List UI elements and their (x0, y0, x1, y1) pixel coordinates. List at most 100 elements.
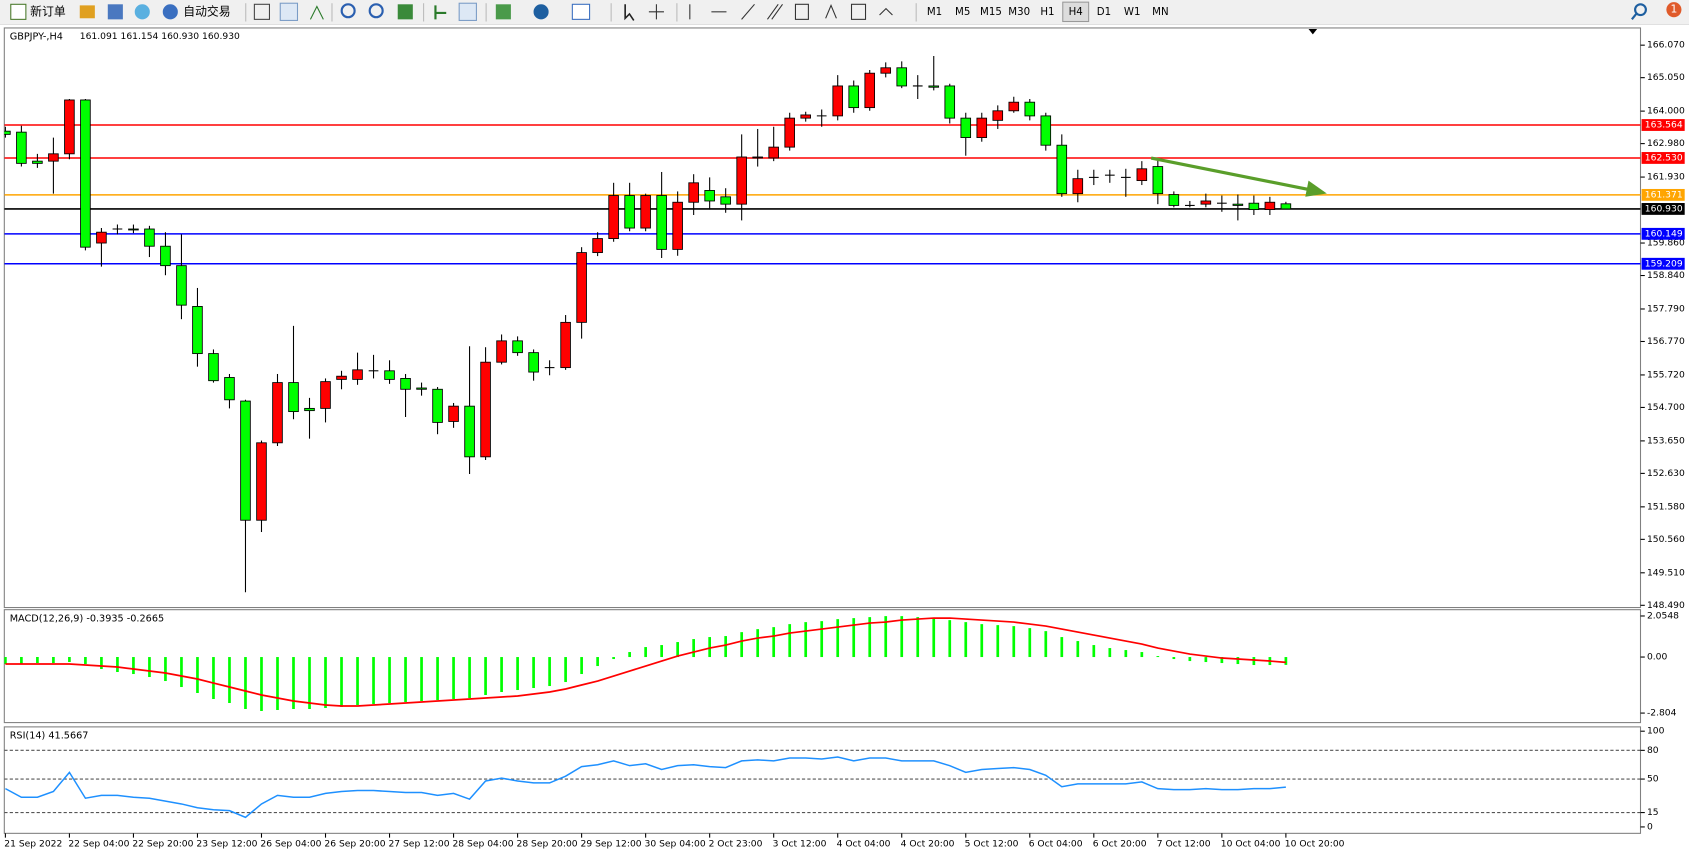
tool-icon[interactable] (279, 2, 299, 21)
timeframe-button[interactable]: H1 (1040, 7, 1054, 18)
new-order-button[interactable]: 新订单 (10, 3, 66, 20)
zoom-in[interactable] (340, 3, 356, 19)
candle-body (432, 388, 443, 423)
candle-body (32, 160, 43, 164)
timeframe-button[interactable]: M30 (1008, 7, 1030, 18)
candle-body (880, 67, 892, 74)
crosshair-tool[interactable] (648, 4, 664, 20)
y-tick-label: 0 (1647, 822, 1653, 832)
chart-candlestick (4, 55, 1641, 593)
x-tick-label: 6 Oct 04:00 (1029, 840, 1083, 850)
rsi-line (5, 756, 1286, 819)
timeframe-button[interactable]: M15 (980, 7, 1002, 18)
chart-macd (4, 616, 1288, 711)
price-level-label: 162.530 (1645, 153, 1683, 163)
x-tick-label: 3 Oct 12:00 (773, 840, 827, 850)
tool-icon[interactable] (533, 4, 549, 20)
channel-tool[interactable] (766, 3, 783, 20)
price-level-box (1641, 188, 1685, 201)
tool-icon[interactable] (434, 5, 447, 20)
fibo-tool[interactable] (794, 3, 809, 20)
candle-body (832, 85, 843, 117)
x-tick-label: 29 Sep 12:00 (581, 840, 642, 850)
new-order-label: 新订单 (30, 4, 66, 18)
timeframe-button[interactable]: W1 (1124, 7, 1141, 18)
candle-body (4, 130, 11, 135)
y-tick-label: 157.790 (1647, 304, 1685, 314)
panel-title: MACD(12,26,9) -0.3935 -0.2665 (10, 613, 164, 624)
candle-body (768, 146, 779, 159)
timeframe-button[interactable]: H4 (1069, 7, 1083, 18)
timeframe-button[interactable]: MN (1152, 7, 1168, 18)
new-order-icon (10, 3, 27, 20)
text-tool[interactable] (825, 3, 837, 19)
candle-body (992, 110, 1004, 121)
candle-body (256, 442, 267, 521)
candle-body (560, 321, 571, 369)
tool-icon[interactable] (571, 3, 591, 20)
x-tick-label: 28 Sep 04:00 (452, 840, 513, 850)
timeframe-button[interactable]: M1 (927, 7, 942, 18)
shapes-tool[interactable] (879, 7, 893, 16)
tool-icon[interactable] (107, 4, 123, 20)
trendline-tool[interactable] (741, 3, 755, 20)
label-tool[interactable] (850, 3, 867, 20)
candle-body (208, 353, 219, 382)
tool-icon[interactable] (397, 4, 413, 20)
candle-body (1152, 166, 1164, 195)
x-tick-label: 4 Oct 04:00 (837, 840, 891, 850)
search[interactable] (1634, 3, 1647, 17)
macd-signal (5, 617, 1286, 707)
candle-body (1280, 203, 1292, 210)
x-tick-label: 22 Sep 04:00 (68, 840, 129, 850)
y-tick-label: 161.930 (1647, 173, 1685, 183)
tool-icon[interactable] (79, 5, 95, 19)
x-tick-label: 5 Oct 12:00 (965, 840, 1019, 850)
price-level-box (1641, 119, 1685, 131)
candle-body (176, 265, 187, 306)
tool-icon[interactable] (458, 2, 477, 21)
x-tick-label: 26 Sep 04:00 (260, 840, 321, 850)
candle-body (480, 361, 491, 458)
candle-body (800, 114, 811, 119)
x-tick-label: 28 Sep 20:00 (517, 840, 578, 850)
zoom-out[interactable] (368, 3, 384, 19)
chart-bg (0, 24, 1689, 857)
price-level-box (1641, 203, 1685, 215)
arrow-shaft (1150, 156, 1314, 192)
candle-body (16, 131, 27, 164)
timeframe-button[interactable]: D1 (1097, 7, 1111, 18)
y-tick-label: 154.700 (1647, 403, 1685, 413)
price-panel (3, 27, 1642, 609)
timeframe-active (1062, 1, 1090, 23)
candle-body (240, 400, 251, 521)
auto-trading-button[interactable]: 自动交易 (162, 4, 231, 20)
price-level-box (1641, 257, 1685, 270)
tool-icon[interactable] (253, 3, 271, 20)
candle-body (448, 405, 459, 422)
tool-icon[interactable] (495, 4, 511, 20)
x-tick-label: 10 Oct 20:00 (1285, 840, 1345, 850)
auto-trading-label: 自动交易 (183, 4, 230, 18)
y-tick-label: 166.070 (1647, 41, 1685, 51)
candle-body (1200, 200, 1212, 205)
y-tick-label: 156.770 (1647, 337, 1685, 347)
x-tick-label: 27 Sep 12:00 (388, 840, 449, 850)
y-tick-label: 15 (1647, 808, 1659, 818)
candle-body (1040, 115, 1052, 146)
candle-body (928, 85, 940, 88)
cursor-tool[interactable] (624, 4, 635, 21)
timeframe-button[interactable]: M5 (955, 7, 970, 18)
candle-body (976, 117, 988, 138)
candle-body (592, 238, 603, 254)
candle-body (464, 405, 475, 458)
candle-body (192, 306, 203, 355)
candle-body (752, 156, 763, 159)
notifications[interactable]: 1 (1666, 2, 1682, 18)
tool-icon[interactable] (134, 4, 150, 20)
candle-body (384, 370, 395, 380)
candle-body (1248, 202, 1260, 211)
tool-icon[interactable] (309, 5, 324, 20)
candle-body (944, 85, 956, 119)
